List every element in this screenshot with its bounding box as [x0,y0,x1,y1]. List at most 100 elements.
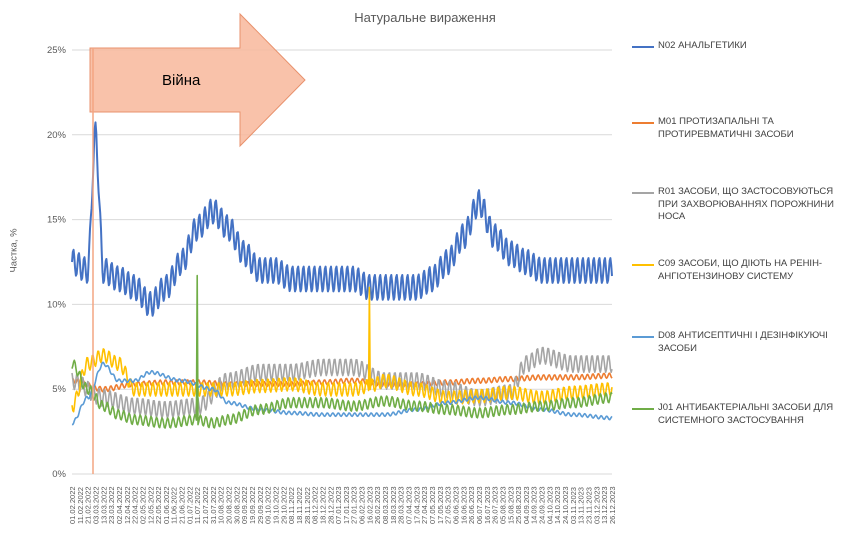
x-tick-label: 24.10.2023 [561,486,570,524]
x-tick-label: 14.10.2023 [553,486,562,524]
legend-label: C09 ЗАСОБИ, ЩО ДІЮТЬ НА РЕНІН-АНГІОТЕНЗИ… [658,258,823,282]
x-tick-label: 04.09.2023 [522,486,531,524]
x-tick-label: 28.11.2022 [303,487,312,524]
x-tick-label: 07.04.2023 [405,486,414,524]
x-tick-label: 20.08.2022 [225,486,234,524]
x-tick-label: 26.12.2023 [608,486,617,524]
series-line [71,274,613,429]
x-tick-label: 08.03.2023 [381,486,390,524]
x-tick-label: 23.11.2023 [585,487,594,524]
x-tick-label: 01.06.2022 [162,486,171,524]
x-tick-label: 26.02.2023 [373,486,382,524]
x-tick-label: 11.02.2022 [76,487,85,524]
x-tick-label: 06.07.2023 [475,486,484,524]
x-tick-label: 06.02.2023 [358,486,367,524]
x-tick-label: 02.05.2022 [138,486,147,524]
legend-item: J01 АНТИБАКТЕРІАЛЬНІ ЗАСОБИ ДЛЯ СИСТЕМНО… [632,402,842,427]
x-tick-label: 27.04.2023 [420,486,429,524]
x-tick-label: 29.09.2022 [256,486,265,524]
x-tick-label: 19.09.2022 [248,486,257,524]
x-tick-label: 30.08.2022 [232,486,241,524]
legend-swatch [632,336,654,338]
chart-title: Натуральне вираження [354,10,496,25]
x-tick-label: 02.04.2022 [115,486,124,524]
legend-item: N02 АНАЛЬГЕТИКИ [632,40,842,53]
x-tick-label: 11.07.2022 [193,487,202,524]
y-tick-label: 25% [47,45,67,56]
legend-label: M01 ПРОТИЗАПАЛЬНІ ТА ПРОТИРЕВМАТИЧНІ ЗАС… [658,116,794,140]
x-tick-label: 26.07.2023 [491,486,500,524]
x-tick-label: 29.10.2022 [279,486,288,524]
legend-label: N02 АНАЛЬГЕТИКИ [658,40,747,51]
x-tick-label: 09.09.2022 [240,486,249,524]
x-tick-label: 08.11.2022 [287,487,296,524]
legend-swatch [632,46,654,48]
y-tick-label: 10% [47,299,67,310]
x-tick-label: 27.05.2023 [444,486,453,524]
x-tick-label: 15.08.2023 [506,486,515,524]
legend-label: R01 ЗАСОБИ, ЩО ЗАСТОСОВУЮТЬСЯ ПРИ ЗАХВОР… [658,186,834,222]
x-tick-label: 06.06.2023 [451,486,460,524]
y-tick-label: 15% [47,215,67,226]
x-tick-label: 16.02.2023 [365,486,374,524]
x-tick-label: 28.12.2022 [326,486,335,524]
war-label: Війна [162,72,201,89]
series-lines [71,121,613,429]
x-tick-label: 09.10.2022 [264,486,273,524]
x-tick-label: 03.03.2022 [91,486,100,524]
legend-label: J01 АНТИБАКТЕРІАЛЬНІ ЗАСОБИ ДЛЯ СИСТЕМНО… [658,402,834,426]
x-tick-labels: 01.02.202211.02.202221.02.202203.03.2022… [68,486,617,524]
x-tick-label: 21.06.2022 [178,486,187,524]
legend-item: R01 ЗАСОБИ, ЩО ЗАСТОСОВУЮТЬСЯ ПРИ ЗАХВОР… [632,186,842,224]
x-tick-label: 01.02.2022 [68,486,77,524]
legend-item: M01 ПРОТИЗАПАЛЬНІ ТА ПРОТИРЕВМАТИЧНІ ЗАС… [632,116,842,141]
x-tick-label: 24.09.2023 [538,486,547,524]
x-tick-label: 12.05.2022 [146,486,155,524]
legend-item: D08 АНТИСЕПТИЧНІ І ДЕЗІНФІКУЮЧІ ЗАСОБИ [632,330,842,355]
x-tick-label: 16.07.2023 [483,486,492,524]
x-tick-label: 25.08.2023 [514,486,523,524]
x-tick-label: 16.06.2023 [459,486,468,524]
x-tick-label: 21.07.2022 [201,486,210,524]
x-tick-label: 21.02.2022 [84,486,93,524]
x-tick-label: 08.12.2022 [311,486,320,524]
series-line [71,372,613,393]
war-annotation [89,12,306,474]
legend-item: C09 ЗАСОБИ, ЩО ДІЮТЬ НА РЕНІН-АНГІОТЕНЗИ… [632,258,842,283]
x-tick-label: 17.04.2023 [412,486,421,524]
y-axis-label: Частка, % [8,228,20,273]
legend-swatch [632,192,654,194]
x-tick-label: 13.12.2023 [600,486,609,524]
x-tick-label: 31.07.2022 [209,486,218,524]
x-tick-label: 03.11.2023 [569,487,578,524]
legend-swatch [632,264,654,266]
y-tick-label: 0% [52,469,66,480]
x-tick-label: 11.06.2022 [170,487,179,524]
x-tick-label: 10.08.2022 [217,486,226,524]
x-tick-label: 18.11.2022 [295,487,304,524]
x-tick-label: 07.05.2023 [428,486,437,524]
x-tick-label: 18.12.2022 [318,486,327,524]
x-tick-label: 23.03.2022 [107,486,116,524]
series-line [71,121,613,317]
x-tick-label: 07.01.2023 [334,486,343,524]
x-tick-label: 18.03.2023 [389,486,398,524]
x-tick-label: 26.06.2023 [467,486,476,524]
x-tick-label: 14.09.2023 [530,486,539,524]
x-tick-label: 17.01.2023 [342,486,351,524]
x-tick-label: 22.05.2022 [154,486,163,524]
y-tick-labels: 0% 5% 10% 15% 20% 25% [47,45,67,480]
y-tick-label: 5% [52,384,66,395]
x-tick-label: 13.03.2022 [99,486,108,524]
x-tick-label: 13.11.2023 [577,487,586,524]
x-tick-label: 28.03.2023 [397,486,406,524]
legend-swatch [632,408,654,410]
x-tick-label: 27.01.2023 [350,486,359,524]
series-line [71,286,613,413]
x-tick-label: 01.07.2022 [185,486,194,524]
x-tick-label: 12.04.2022 [123,486,132,524]
legend-swatch [632,122,654,124]
x-tick-label: 22.04.2022 [131,486,140,524]
x-tick-label: 04.10.2023 [545,486,554,524]
